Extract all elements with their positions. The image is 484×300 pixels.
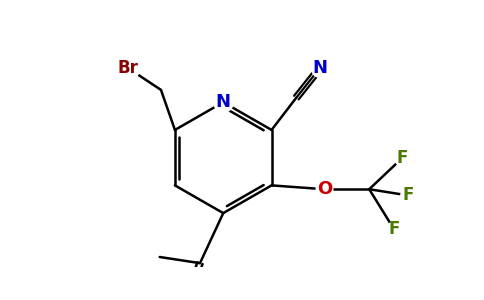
Text: O: O	[317, 180, 332, 198]
Text: N: N	[312, 59, 327, 77]
Text: Br: Br	[118, 59, 139, 77]
Text: F: F	[388, 220, 400, 238]
Text: N: N	[216, 93, 231, 111]
Text: F: F	[396, 149, 408, 167]
Text: F: F	[402, 186, 414, 204]
